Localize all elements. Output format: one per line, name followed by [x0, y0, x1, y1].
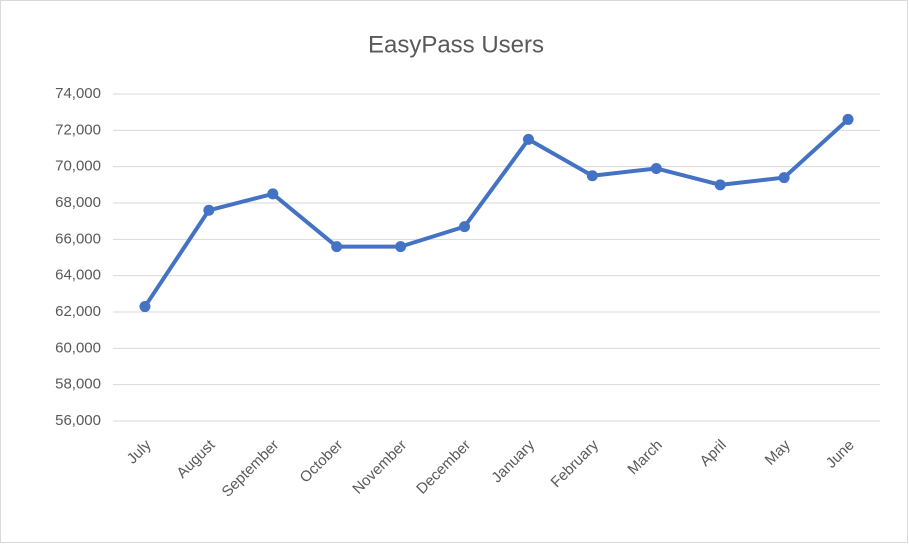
- y-tick-label: 66,000: [55, 230, 101, 247]
- y-tick-label: 64,000: [55, 267, 101, 284]
- y-tick-label: 70,000: [55, 158, 101, 175]
- point-marker: [778, 172, 790, 184]
- y-tick-label: 68,000: [55, 194, 101, 211]
- chart-title: EasyPass Users: [368, 31, 544, 58]
- point-marker: [459, 221, 471, 233]
- point-marker: [842, 113, 854, 125]
- point-marker: [139, 301, 151, 313]
- point-marker: [650, 162, 662, 174]
- y-tick-label: 62,000: [55, 303, 101, 320]
- point-marker: [267, 188, 279, 200]
- y-tick-label: 72,000: [55, 121, 101, 138]
- y-tick-label: 74,000: [55, 85, 101, 102]
- series-line: [142, 117, 851, 309]
- point-marker: [714, 179, 726, 191]
- point-marker: [203, 204, 215, 216]
- point-marker: [522, 133, 534, 145]
- point-marker: [586, 170, 598, 182]
- y-tick-label: 58,000: [55, 376, 101, 393]
- y-tick-label: 60,000: [55, 339, 101, 356]
- point-marker: [331, 241, 343, 253]
- point-marker: [395, 241, 407, 253]
- y-tick-label: 56,000: [55, 412, 101, 429]
